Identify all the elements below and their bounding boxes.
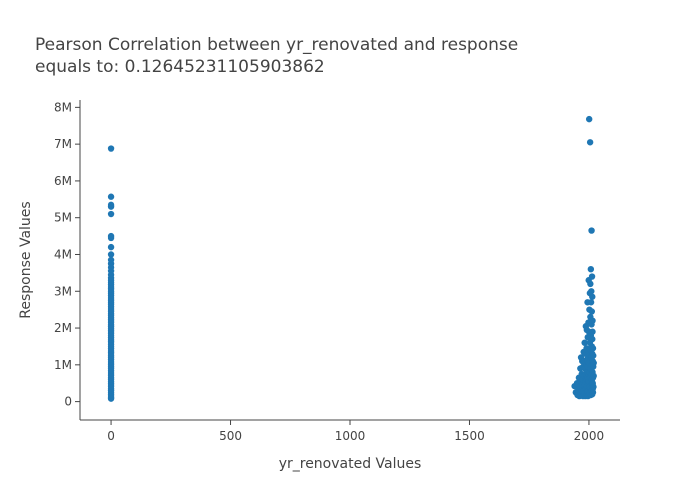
data-point xyxy=(590,359,597,367)
y-tick-label: 0 xyxy=(64,395,72,409)
y-axis-title: Response Values xyxy=(18,201,34,318)
x-tick-label: 0 xyxy=(107,429,115,443)
y-axis-ticks: 0 1M 2M 3M 4M 5M 6M 7M 8M xyxy=(54,100,80,409)
data-point xyxy=(107,243,115,251)
data-point xyxy=(588,308,596,315)
data-point xyxy=(588,273,596,280)
x-axis-title: yr_renovated Values xyxy=(279,456,422,472)
data-point xyxy=(589,389,597,396)
data-point xyxy=(586,139,594,146)
x-tick-label: 1000 xyxy=(335,429,366,443)
x-tick-label: 1500 xyxy=(454,429,485,443)
data-point xyxy=(590,383,597,391)
data-point xyxy=(588,227,595,234)
y-tick-label: 6M xyxy=(54,174,72,188)
y-tick-label: 1M xyxy=(54,358,72,372)
data-point xyxy=(107,201,115,209)
data-point xyxy=(107,210,115,218)
data-points xyxy=(107,115,597,402)
y-tick-label: 2M xyxy=(54,321,72,335)
data-point xyxy=(589,335,596,343)
data-point xyxy=(107,251,115,258)
data-point xyxy=(587,265,595,273)
data-point xyxy=(587,299,595,306)
y-tick-label: 5M xyxy=(54,211,72,225)
x-axis-ticks: 0 500 1000 1500 2000 xyxy=(107,420,604,443)
x-tick-label: 500 xyxy=(219,429,242,443)
x-tick-label: 2000 xyxy=(574,429,605,443)
chart-title-line-1: Pearson Correlation between yr_renovated… xyxy=(35,35,518,55)
data-point xyxy=(107,145,115,152)
data-point xyxy=(588,288,595,295)
data-point xyxy=(589,293,596,300)
data-point xyxy=(587,280,594,288)
data-point xyxy=(107,193,115,200)
data-point xyxy=(589,317,596,324)
y-tick-label: 4M xyxy=(54,247,72,261)
y-tick-label: 8M xyxy=(54,100,72,114)
data-point xyxy=(589,345,597,352)
data-point xyxy=(589,328,596,335)
data-point xyxy=(590,352,597,359)
data-point xyxy=(581,339,588,346)
data-point xyxy=(107,256,115,264)
chart-title-line-2: equals to: 0.12645231105903862 xyxy=(35,57,325,77)
y-tick-label: 3M xyxy=(54,284,72,298)
data-point xyxy=(107,232,115,240)
y-tick-label: 7M xyxy=(54,137,72,151)
data-point xyxy=(590,372,597,380)
data-point xyxy=(585,115,593,123)
